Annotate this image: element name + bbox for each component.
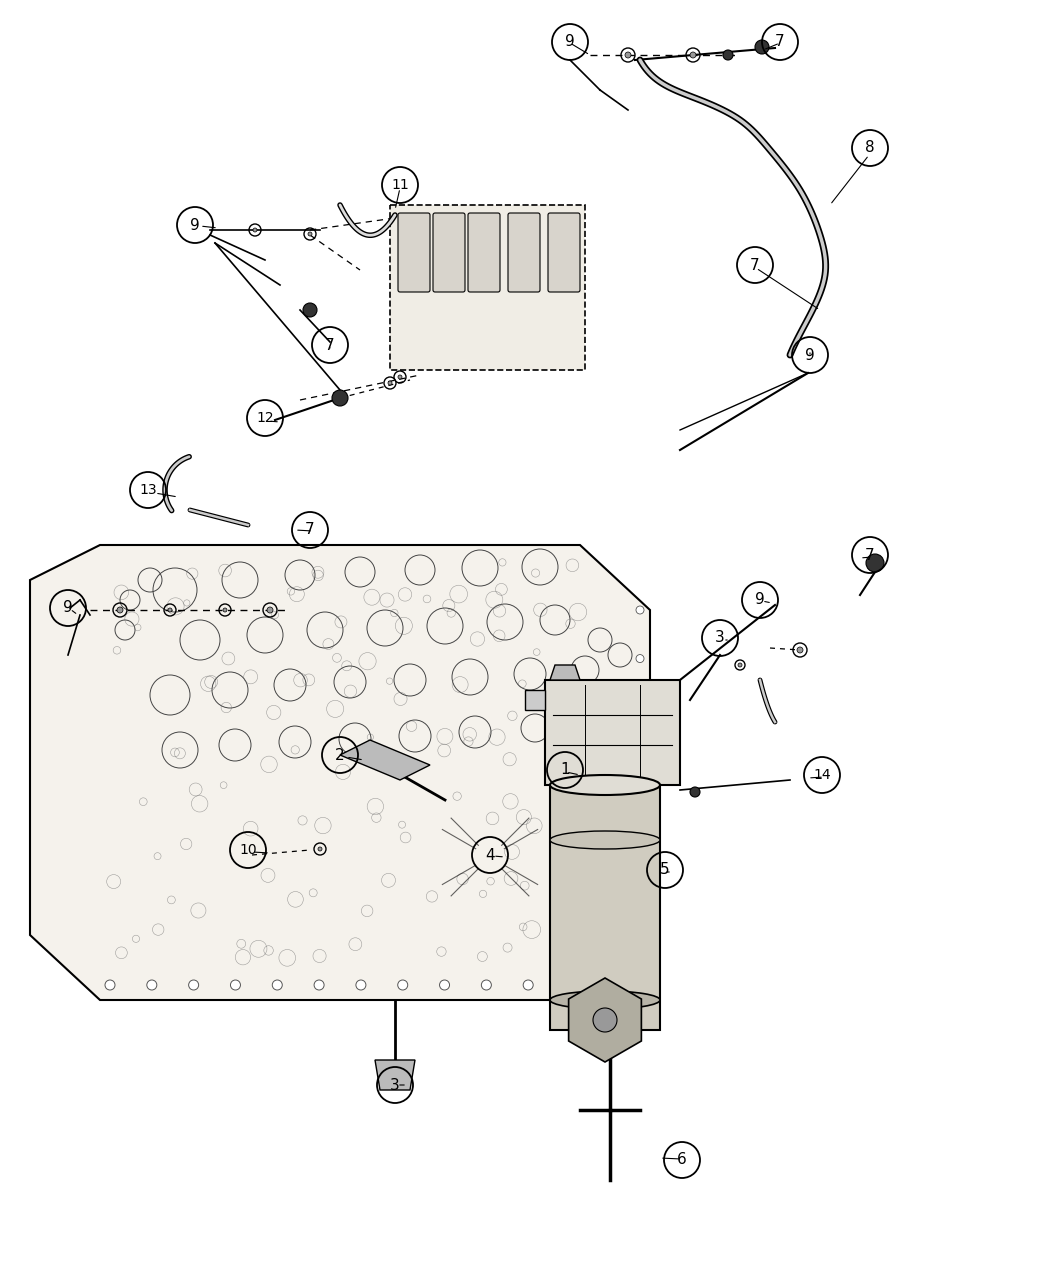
Circle shape: [636, 654, 644, 663]
Circle shape: [738, 663, 742, 667]
Circle shape: [440, 980, 449, 989]
FancyBboxPatch shape: [545, 680, 680, 785]
Circle shape: [388, 381, 392, 385]
Circle shape: [117, 607, 123, 613]
Circle shape: [523, 980, 533, 989]
Circle shape: [565, 980, 575, 989]
Text: 4: 4: [485, 848, 495, 862]
Text: 7: 7: [326, 338, 335, 352]
Text: 9: 9: [755, 593, 764, 607]
Circle shape: [398, 375, 402, 379]
Text: 7: 7: [306, 523, 315, 538]
Circle shape: [314, 980, 324, 989]
FancyBboxPatch shape: [398, 213, 430, 292]
Circle shape: [223, 608, 227, 612]
Circle shape: [332, 390, 348, 405]
Circle shape: [303, 303, 317, 317]
Text: 11: 11: [391, 179, 408, 193]
Text: 14: 14: [813, 768, 831, 782]
FancyBboxPatch shape: [468, 213, 500, 292]
Circle shape: [797, 646, 803, 653]
Polygon shape: [569, 978, 642, 1062]
Circle shape: [636, 801, 644, 808]
Circle shape: [593, 1009, 617, 1031]
Text: 10: 10: [239, 843, 257, 857]
Text: 3: 3: [391, 1077, 400, 1093]
Polygon shape: [375, 1060, 415, 1090]
Circle shape: [147, 980, 156, 989]
Circle shape: [636, 946, 644, 954]
Text: 7: 7: [750, 258, 760, 273]
FancyBboxPatch shape: [390, 205, 585, 370]
Polygon shape: [525, 690, 545, 710]
Text: 6: 6: [677, 1153, 687, 1168]
Text: 9: 9: [805, 348, 815, 362]
Circle shape: [253, 228, 257, 232]
Text: 2: 2: [335, 747, 344, 762]
Circle shape: [105, 980, 116, 989]
Circle shape: [636, 703, 644, 711]
Circle shape: [267, 607, 273, 613]
Text: 9: 9: [565, 34, 575, 50]
FancyBboxPatch shape: [508, 213, 540, 292]
Ellipse shape: [550, 831, 660, 849]
Text: 12: 12: [256, 411, 274, 425]
Text: 7: 7: [775, 34, 784, 50]
Circle shape: [636, 898, 644, 905]
Circle shape: [636, 849, 644, 857]
FancyBboxPatch shape: [548, 213, 580, 292]
Text: 9: 9: [63, 601, 72, 616]
Circle shape: [308, 232, 312, 236]
Circle shape: [755, 40, 769, 54]
Text: 7: 7: [865, 547, 875, 562]
Circle shape: [723, 50, 733, 60]
Ellipse shape: [550, 991, 660, 1009]
Circle shape: [636, 752, 644, 760]
Text: 3: 3: [715, 631, 724, 645]
FancyBboxPatch shape: [433, 213, 465, 292]
Polygon shape: [30, 544, 650, 1000]
Ellipse shape: [550, 775, 660, 796]
Bar: [550, 785, 660, 1030]
Circle shape: [690, 52, 696, 57]
Text: 1: 1: [561, 762, 570, 778]
Circle shape: [481, 980, 491, 989]
Text: 8: 8: [865, 140, 875, 156]
Circle shape: [168, 608, 172, 612]
Circle shape: [398, 980, 407, 989]
Circle shape: [189, 980, 198, 989]
Circle shape: [230, 980, 240, 989]
Text: 5: 5: [660, 862, 670, 877]
Circle shape: [625, 52, 631, 57]
Circle shape: [356, 980, 365, 989]
Circle shape: [318, 847, 322, 850]
Circle shape: [866, 555, 884, 572]
Text: 13: 13: [140, 483, 156, 497]
Circle shape: [272, 980, 282, 989]
Text: 9: 9: [190, 218, 200, 232]
Polygon shape: [340, 740, 430, 780]
Polygon shape: [550, 666, 580, 680]
Circle shape: [690, 787, 700, 797]
Circle shape: [636, 606, 644, 615]
